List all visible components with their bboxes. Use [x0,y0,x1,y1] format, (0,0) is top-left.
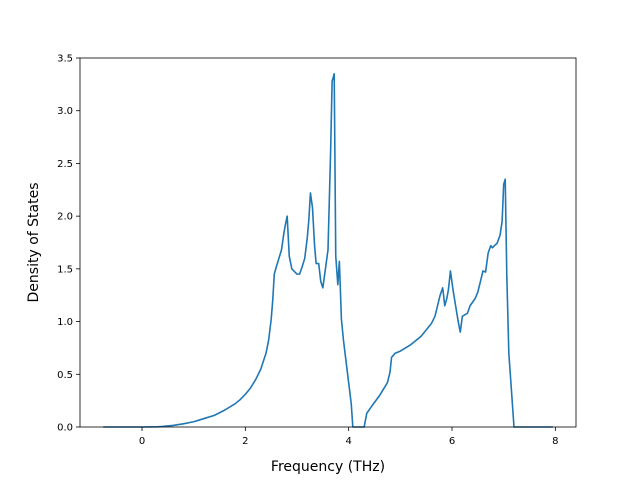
y-tick-label: 3.5 [57,54,73,65]
y-axis-label: Density of States [26,183,42,303]
dos-series-line [103,73,553,428]
y-tick-label: 1.0 [57,317,73,328]
x-tick-label: 2 [242,436,248,447]
y-tick-label: 3.0 [57,106,73,117]
x-tick-label: 4 [345,436,351,447]
x-tick-label: 6 [449,436,455,447]
y-tick-label: 2.0 [57,212,73,223]
x-tick-label: 0 [139,436,145,447]
y-tick-label: 0.5 [57,370,73,381]
x-tick-label: 8 [552,436,558,447]
y-axis: 0.0 0.5 1.0 1.5 2.0 2.5 3.0 3.5 [57,54,80,434]
y-tick-label: 2.5 [57,159,73,170]
y-tick-label: 0.0 [57,423,73,434]
plot-area [103,73,553,428]
x-axis: 0 2 4 6 8 [139,427,559,447]
x-axis-label: Frequency (THz) [271,459,385,475]
axes-frame [79,57,577,428]
y-tick-label: 1.5 [57,264,73,275]
